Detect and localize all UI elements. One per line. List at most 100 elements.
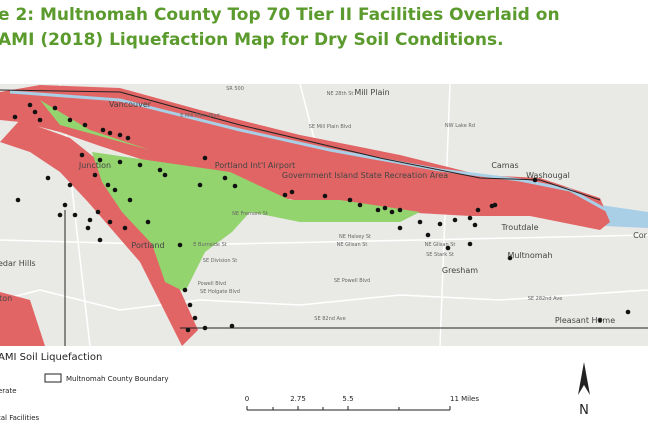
facility — [229, 323, 235, 329]
facility — [182, 287, 188, 293]
place-label: Washougal — [526, 171, 570, 180]
street-label: SR 500 — [226, 86, 244, 92]
facility — [357, 202, 363, 208]
scale-bar: 0 2.75 5.5 11 Miles — [245, 395, 479, 411]
facility — [79, 152, 85, 158]
place-label: rton — [0, 294, 12, 303]
street-label: SE Powell Blvd — [334, 278, 370, 284]
facility — [472, 222, 478, 228]
facility — [467, 241, 473, 247]
street-label: Powell Blvd — [198, 281, 226, 287]
facility — [597, 317, 603, 323]
facility — [87, 217, 93, 223]
facility — [57, 212, 63, 218]
moderate-zone — [40, 100, 150, 150]
north-arrow-shape — [578, 362, 590, 395]
facility — [489, 203, 495, 209]
place-label: Portland — [131, 241, 164, 250]
facility — [467, 215, 473, 221]
street-label: SE Mill Plain Blvd — [309, 124, 352, 130]
facility — [192, 315, 198, 321]
scale-line — [246, 406, 451, 411]
facility — [375, 207, 381, 213]
facility — [62, 202, 68, 208]
facility — [232, 183, 238, 189]
street-label: NE Glisan St — [337, 242, 368, 248]
facility — [127, 197, 133, 203]
facility — [625, 309, 631, 315]
place-label: Multnomah — [507, 251, 552, 260]
scale-label: 2.75 — [290, 395, 306, 403]
facility — [45, 175, 51, 181]
facility — [185, 327, 191, 333]
north-arrow: N — [578, 362, 590, 418]
facility — [507, 255, 513, 261]
facility — [475, 207, 481, 213]
place-label: Camas — [491, 161, 518, 170]
facility — [97, 237, 103, 243]
title-line: AMI (2018) Liquefaction Map for Dry Soil… — [0, 30, 504, 50]
place-label: Mill Plain — [354, 88, 389, 97]
street-label: NE Fremont St — [232, 211, 268, 217]
facility — [92, 172, 98, 178]
facility — [162, 172, 168, 178]
legend-title: AMI Soil Liquefaction — [0, 352, 102, 363]
map: Vancouver Mill Plain Camas Washougal Portlan… — [0, 83, 648, 347]
moderate-zone — [92, 152, 420, 292]
facility — [452, 217, 458, 223]
legend-label: tal Facilities — [0, 414, 40, 422]
facility — [82, 122, 88, 128]
place-label: Troutdale — [500, 223, 538, 232]
facility — [417, 219, 423, 225]
facility — [67, 117, 73, 123]
place-label: Pleasant Home — [555, 316, 615, 325]
facility — [72, 212, 78, 218]
facility — [397, 207, 403, 213]
facility — [202, 155, 208, 161]
scale-label: 11 Miles — [450, 395, 479, 403]
facility — [437, 221, 443, 227]
river — [9, 90, 611, 214]
street-label: SE 282nd Ave — [528, 296, 563, 302]
facility — [125, 135, 131, 141]
facility — [95, 209, 101, 215]
river — [600, 205, 648, 228]
facility — [85, 225, 91, 231]
place-label: Cor — [633, 231, 647, 240]
street-label: E Mill Plain Blvd — [180, 113, 219, 119]
legend-swatch — [44, 373, 62, 383]
street-label: NE Glisan St — [425, 242, 456, 248]
title-line: e 2: Multnomah County Top 70 Tier II Fac… — [0, 5, 560, 25]
street-label: NE 28th St — [327, 91, 354, 97]
facilities — [12, 102, 631, 333]
facility — [289, 189, 295, 195]
facility — [107, 130, 113, 136]
facility — [27, 102, 33, 108]
scale-label: 0 — [245, 395, 249, 403]
facility — [197, 182, 203, 188]
county-boundary — [0, 89, 648, 346]
legend-label: Multnomah County Boundary — [66, 375, 169, 383]
facility — [117, 132, 123, 138]
facility — [347, 197, 353, 203]
street-label: NW Lake Rd — [445, 123, 475, 129]
place-label: Cedar Hills — [0, 259, 36, 268]
liquefaction-zone — [0, 85, 610, 230]
facility — [112, 187, 118, 193]
facility — [322, 193, 328, 199]
liquefaction-zone — [0, 292, 45, 346]
facility — [67, 182, 73, 188]
street-label: E Burnside St — [193, 242, 226, 248]
facility — [32, 109, 38, 115]
facility — [137, 162, 143, 168]
facility — [100, 127, 106, 133]
facility — [107, 219, 113, 225]
facility — [177, 242, 183, 248]
street-label: SE Holgate Blvd — [200, 289, 240, 295]
facility — [425, 232, 431, 238]
north-label: N — [579, 403, 589, 418]
facility — [445, 245, 451, 251]
map-labels: Vancouver Mill Plain Camas Washougal Portlan… — [0, 86, 648, 325]
facility — [37, 117, 43, 123]
street-label: NE Halsey St — [339, 234, 371, 240]
